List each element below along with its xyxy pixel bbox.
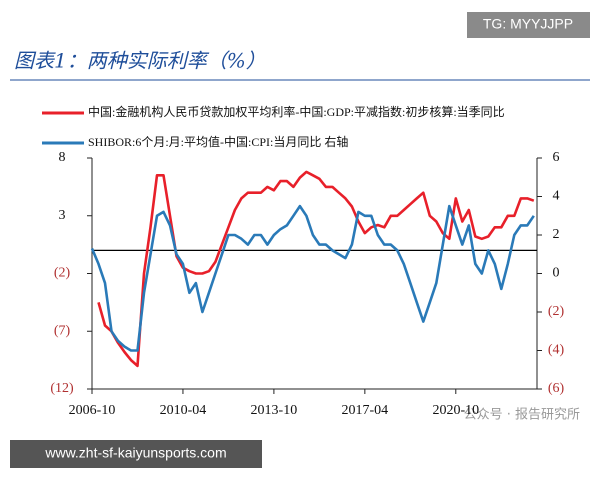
- banner-box: [10, 440, 262, 468]
- x-tick-label: 2017-04: [342, 403, 389, 418]
- tag-box: [467, 12, 590, 38]
- y2-tick-label: (4): [548, 343, 565, 358]
- legend-label: 中国:金融机构人民币贷款加权平均利率-中国:GDP:平减指数:初步核算:当季同比: [88, 104, 505, 119]
- x-tick-label: 2010-04: [160, 403, 207, 418]
- tag-text: TG: MYYJJPP: [483, 16, 573, 32]
- series-line: [90, 204, 535, 352]
- y2-tick-label: (2): [548, 304, 565, 319]
- y2-tick-label: 6: [553, 150, 560, 165]
- y-tick-label: (7): [54, 323, 71, 338]
- y-tick-label: 8: [59, 150, 66, 165]
- banner-text: www.zht-sf-kaiyunsports.com: [44, 445, 226, 461]
- source-watermark: 公众号 · 报告研究所: [464, 408, 580, 423]
- y-tick-label: (2): [54, 266, 71, 281]
- y-tick-label: (12): [50, 381, 74, 396]
- y2-tick-label: 0: [553, 266, 560, 281]
- chart-title: 图表1：两种实际利率（%）: [14, 49, 266, 73]
- legend-label: SHIBOR:6个月:月:平均值-中国:CPI:当月同比 右轴: [88, 134, 348, 149]
- x-tick-label: 2020-10: [432, 403, 479, 418]
- series-line: [97, 170, 535, 368]
- y-tick-label: 3: [59, 208, 66, 223]
- y2-tick-label: (6): [548, 381, 565, 396]
- y2-tick-label: 2: [553, 227, 560, 242]
- y2-tick-label: 4: [553, 189, 560, 204]
- x-tick-label: 2013-10: [251, 403, 298, 418]
- x-tick-label: 2006-10: [69, 403, 116, 418]
